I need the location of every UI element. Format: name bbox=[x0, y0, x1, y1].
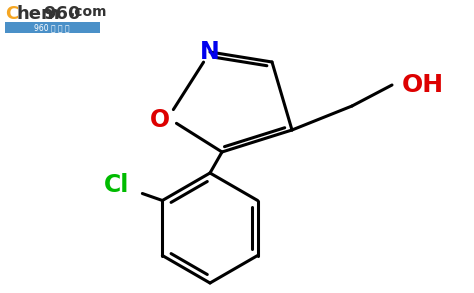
FancyBboxPatch shape bbox=[5, 22, 100, 33]
Text: .com: .com bbox=[70, 5, 108, 19]
Text: 960: 960 bbox=[43, 5, 81, 23]
Text: C: C bbox=[5, 5, 18, 23]
Text: N: N bbox=[200, 40, 220, 64]
Text: O: O bbox=[150, 108, 170, 132]
Text: hem: hem bbox=[16, 5, 60, 23]
Text: Cl: Cl bbox=[104, 173, 129, 197]
Text: OH: OH bbox=[402, 73, 444, 97]
Text: 960 化 工 网: 960 化 工 网 bbox=[34, 23, 70, 32]
